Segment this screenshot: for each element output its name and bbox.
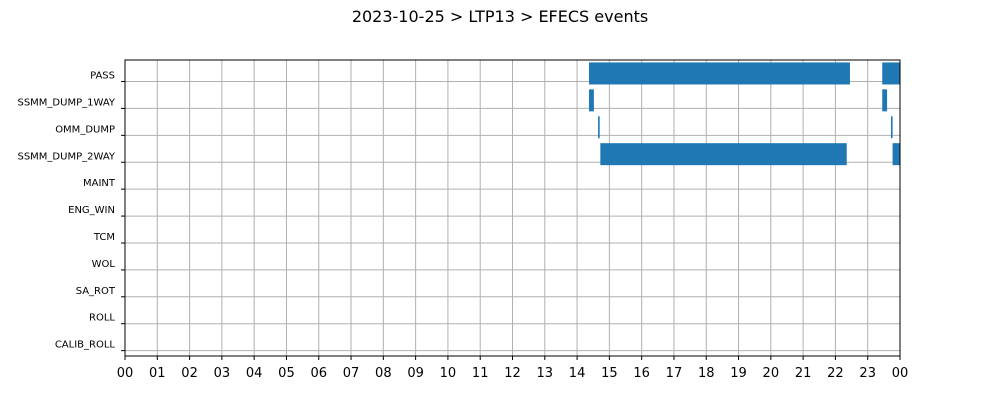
x-tick-label: 12 (504, 366, 521, 381)
y-tick-label: TCM (93, 232, 115, 243)
x-tick-label: 16 (633, 366, 650, 381)
x-tick-label: 10 (440, 366, 457, 381)
event-bars (589, 62, 900, 166)
x-tick-label: 08 (375, 366, 392, 381)
event-bar-ssmm-dump-1way (882, 89, 888, 112)
x-tick-label: 17 (666, 366, 683, 381)
event-bar-ssmm-dump-2way (600, 143, 847, 166)
y-tick-label: MAINT (83, 178, 116, 189)
category-labels: PASS SSMM_DUMP_1WAY OMM_DUMP SSMM_DUMP_2WAY… (17, 71, 125, 352)
x-tick-label: 20 (763, 366, 780, 381)
x-tick-label: 11 (472, 366, 489, 381)
y-tick-label: SA_ROT (76, 286, 116, 297)
x-tick-label: 23 (859, 366, 876, 381)
x-tick-label: 02 (181, 366, 198, 381)
y-tick-label: SSMM_DUMP_2WAY (17, 151, 115, 162)
x-tick-label: 14 (569, 366, 586, 381)
y-tick-label: OMM_DUMP (55, 124, 115, 135)
x-tick-label: 19 (730, 366, 747, 381)
event-bar-omm-dump (598, 116, 600, 139)
x-tick-label: 03 (214, 366, 231, 381)
x-tick-label: 15 (601, 366, 618, 381)
x-tick-label: 00 (892, 366, 909, 381)
x-tick-label: 09 (407, 366, 424, 381)
y-tick-label: CALIB_ROLL (55, 340, 116, 351)
x-tick-label: 18 (698, 366, 715, 381)
event-bar-pass (882, 62, 900, 85)
event-bar-ssmm-dump-2way (892, 143, 900, 166)
event-bar-pass (589, 62, 850, 85)
chart-title: 2023-10-25 > LTP13 > EFECS events (352, 7, 648, 26)
y-tick-label: ENG_WIN (68, 205, 115, 216)
x-tick-label: 01 (149, 366, 166, 381)
x-tick-label: 05 (278, 366, 295, 381)
event-bar-omm-dump (890, 116, 893, 139)
x-tick-label: 21 (795, 366, 812, 381)
x-tick-label: 06 (310, 366, 327, 381)
x-tick-label: 22 (827, 366, 844, 381)
event-bar-ssmm-dump-1way (589, 89, 594, 112)
y-tick-label: SSMM_DUMP_1WAY (17, 97, 115, 108)
x-tick-label: 13 (537, 366, 554, 381)
plot-frame (124, 59, 901, 357)
grid-lines (124, 60, 901, 356)
x-tick-label: 00 (117, 366, 134, 381)
y-tick-label: PASS (90, 71, 115, 82)
y-tick-label: WOL (92, 259, 116, 270)
hour-tick-labels: 00 01 02 03 04 05 06 07 08 09 10 11 12 13 14 15 16 17 18 19… (117, 356, 909, 381)
y-tick-label: ROLL (89, 313, 115, 324)
x-tick-label: 04 (246, 366, 263, 381)
x-tick-label: 07 (343, 366, 360, 381)
